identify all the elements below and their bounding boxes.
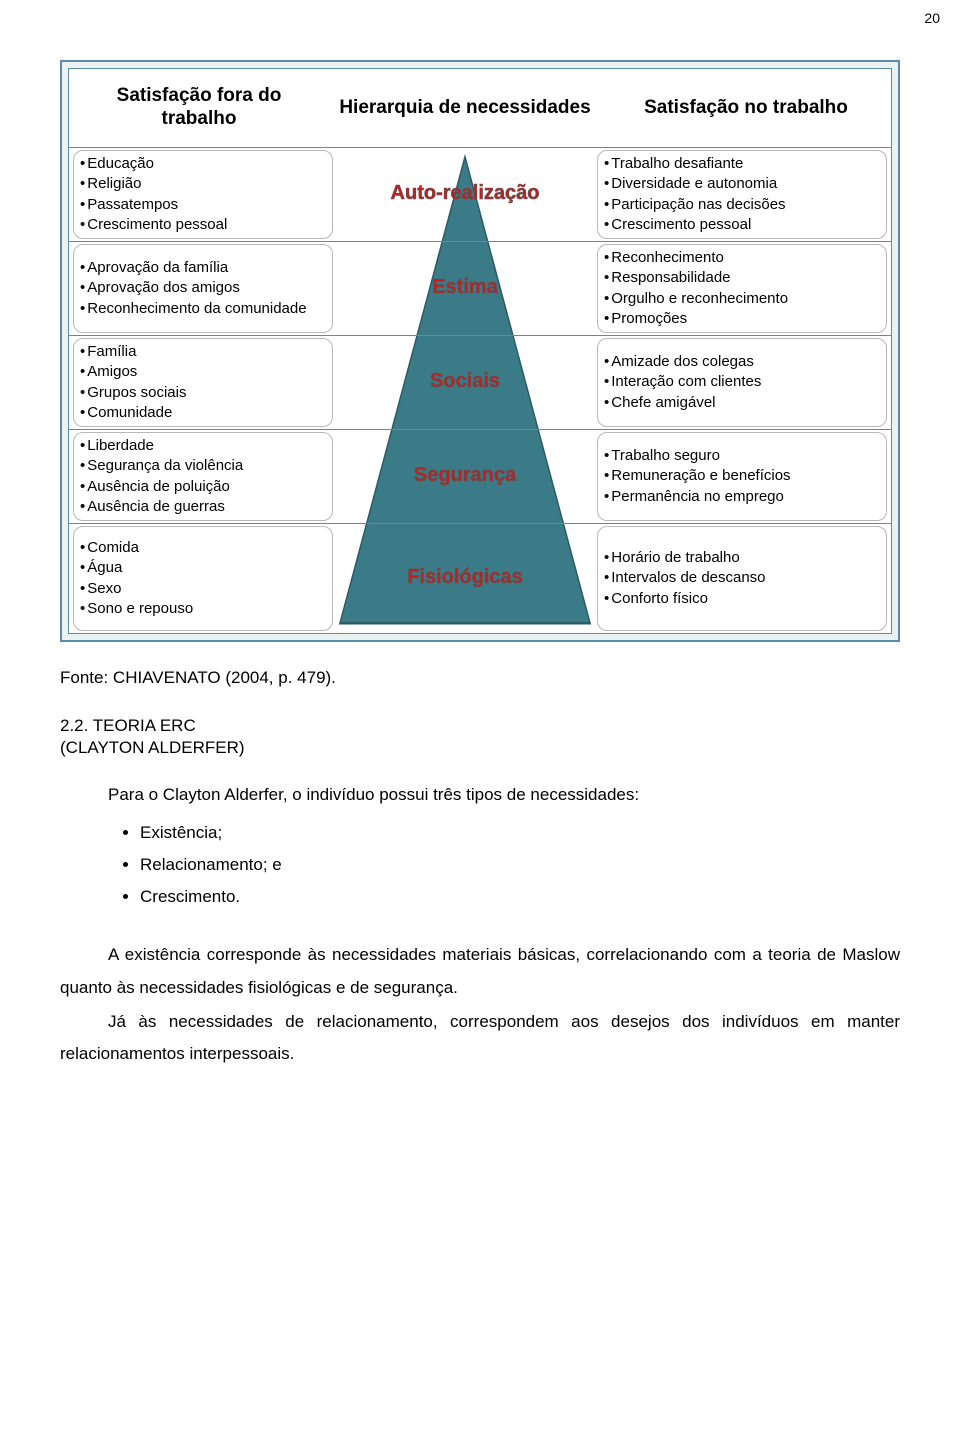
- list-item: Participação nas decisões: [604, 195, 880, 215]
- mid-cell: [337, 430, 593, 523]
- list-item: Comida: [80, 538, 326, 558]
- diagram-row: FamíliaAmigosGrupos sociaisComunidadeAmi…: [69, 335, 891, 429]
- diagram-row: Aprovação da famíliaAprovação dos amigos…: [69, 241, 891, 335]
- left-cell: Aprovação da famíliaAprovação dos amigos…: [73, 244, 333, 333]
- list-item: Comunidade: [80, 403, 326, 423]
- mid-cell: [337, 242, 593, 335]
- mid-cell: [337, 524, 593, 633]
- list-item: Aprovação da família: [80, 258, 326, 278]
- diagram-inner: Satisfação fora do trabalho Hierarquia d…: [68, 68, 892, 634]
- left-cell: EducaçãoReligiãoPassatemposCrescimento p…: [73, 150, 333, 239]
- list-item: Permanência no emprego: [604, 487, 880, 507]
- needs-list: Existência;Relacionamento; eCrescimento.: [120, 817, 900, 914]
- right-cell: Amizade dos colegasInteração com cliente…: [597, 338, 887, 427]
- section-subtitle: (CLAYTON ALDERFER): [60, 738, 900, 758]
- list-item: Interação com clientes: [604, 372, 880, 392]
- hierarchy-diagram: Satisfação fora do trabalho Hierarquia d…: [60, 60, 900, 642]
- list-item: Remuneração e benefícios: [604, 466, 880, 486]
- list-item: Sono e repouso: [80, 599, 326, 619]
- list-item: Crescimento pessoal: [604, 215, 880, 235]
- list-item: Reconhecimento da comunidade: [80, 299, 326, 319]
- list-item: Relacionamento; e: [140, 849, 900, 881]
- list-item: Liberdade: [80, 436, 326, 456]
- list-item: Amizade dos colegas: [604, 352, 880, 372]
- list-item: Religião: [80, 174, 326, 194]
- list-item: Crescimento pessoal: [80, 215, 326, 235]
- header-right: Satisfação no trabalho: [601, 69, 891, 147]
- diagram-row: LiberdadeSegurança da violênciaAusência …: [69, 429, 891, 523]
- diagram-row: EducaçãoReligiãoPassatemposCrescimento p…: [69, 147, 891, 241]
- list-item: Educação: [80, 154, 326, 174]
- list-item: Chefe amigável: [604, 393, 880, 413]
- list-item: Reconhecimento: [604, 248, 880, 268]
- list-item: Conforto físico: [604, 589, 880, 609]
- right-cell: Horário de trabalhoIntervalos de descans…: [597, 526, 887, 631]
- list-item: Trabalho desafiante: [604, 154, 880, 174]
- list-item: Ausência de poluição: [80, 477, 326, 497]
- section-title: 2.2. TEORIA ERC: [60, 716, 900, 736]
- header-middle: Hierarquia de necessidades: [329, 69, 601, 147]
- list-item: Horário de trabalho: [604, 548, 880, 568]
- list-item: Promoções: [604, 309, 880, 329]
- list-item: Sexo: [80, 579, 326, 599]
- list-item: Diversidade e autonomia: [604, 174, 880, 194]
- mid-cell: [337, 148, 593, 241]
- left-cell: FamíliaAmigosGrupos sociaisComunidade: [73, 338, 333, 427]
- left-cell: ComidaÁguaSexoSono e repouso: [73, 526, 333, 631]
- list-item: Grupos sociais: [80, 383, 326, 403]
- diagram-row: ComidaÁguaSexoSono e repouso Horário de t…: [69, 523, 891, 633]
- list-item: Família: [80, 342, 326, 362]
- body-paragraph-1: A existência corresponde às necessidades…: [60, 939, 900, 1004]
- list-item: Responsabilidade: [604, 268, 880, 288]
- list-item: Intervalos de descanso: [604, 568, 880, 588]
- figure-caption: Fonte: CHIAVENATO (2004, p. 479).: [60, 668, 900, 688]
- right-cell: ReconhecimentoResponsabilidadeOrgulho e …: [597, 244, 887, 333]
- list-item: Amigos: [80, 362, 326, 382]
- list-item: Ausência de guerras: [80, 497, 326, 517]
- diagram-header-row: Satisfação fora do trabalho Hierarquia d…: [69, 69, 891, 147]
- list-item: Crescimento.: [140, 881, 900, 913]
- list-item: Água: [80, 558, 326, 578]
- list-item: Existência;: [140, 817, 900, 849]
- left-cell: LiberdadeSegurança da violênciaAusência …: [73, 432, 333, 521]
- mid-cell: [337, 336, 593, 429]
- list-item: Trabalho seguro: [604, 446, 880, 466]
- list-item: Aprovação dos amigos: [80, 278, 326, 298]
- intro-paragraph: Para o Clayton Alderfer, o indivíduo pos…: [60, 780, 900, 811]
- header-left: Satisfação fora do trabalho: [69, 69, 329, 147]
- page-number: 20: [924, 10, 940, 26]
- right-cell: Trabalho seguroRemuneração e benefíciosP…: [597, 432, 887, 521]
- list-item: Segurança da violência: [80, 456, 326, 476]
- right-cell: Trabalho desafianteDiversidade e autonom…: [597, 150, 887, 239]
- list-item: Passatempos: [80, 195, 326, 215]
- body-paragraph-2: Já às necessidades de relacionamento, co…: [60, 1006, 900, 1071]
- list-item: Orgulho e reconhecimento: [604, 289, 880, 309]
